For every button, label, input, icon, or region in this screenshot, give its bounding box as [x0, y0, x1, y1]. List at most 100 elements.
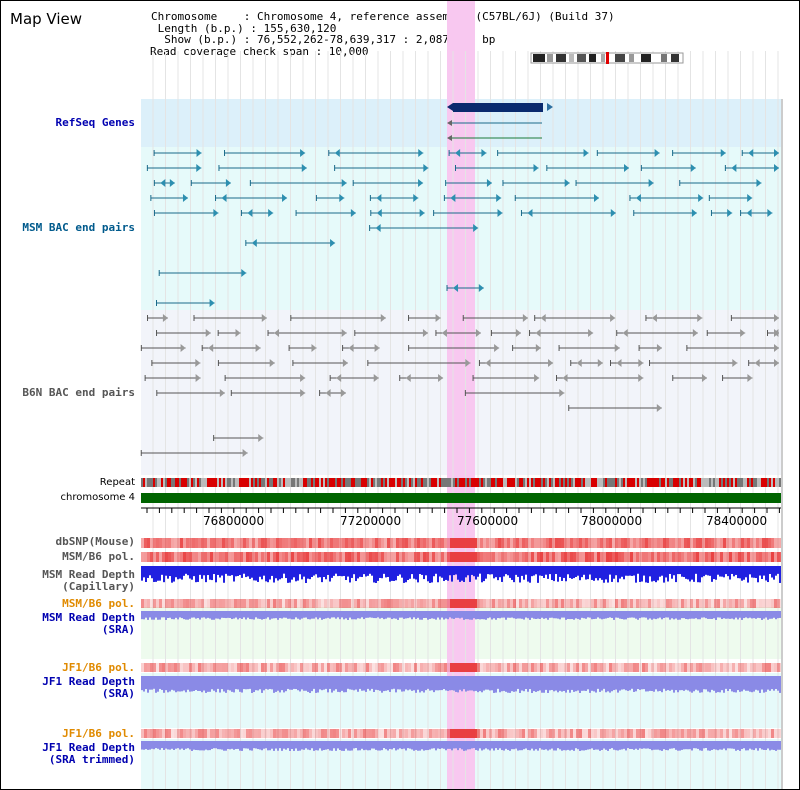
pol-heat-cell [195, 729, 198, 738]
pol-heat-cell [657, 552, 660, 562]
depth-bar [709, 566, 711, 576]
track-label-refseq[interactable]: RefSeq Genes [55, 116, 135, 129]
track-label-msm-read-depth-sra[interactable]: MSM Read Depth (SRA) [42, 611, 135, 636]
depth-bar [347, 611, 349, 620]
repeat-block [451, 478, 453, 487]
track-label-dbsnp[interactable]: dbSNP(Mouse) [55, 535, 135, 548]
pol-heat-cell [180, 599, 183, 608]
track-label-msm-b6-pol-sra[interactable]: MSM/B6 pol. [62, 597, 135, 610]
pol-heat-cell [462, 663, 465, 672]
repeat-block [187, 478, 189, 487]
track-label-jf1-b6-pol-trim[interactable]: JF1/B6 pol. [62, 727, 135, 740]
depth-bar [247, 741, 249, 749]
track-label-jf1-read-depth-sra[interactable]: JF1 Read Depth (SRA) [42, 675, 135, 700]
pol-heat-cell [468, 552, 471, 562]
track-label-msm-read-depth-cap[interactable]: MSM Read Depth (Capillary) [42, 568, 135, 593]
depth-bar [335, 566, 337, 574]
depth-bar [471, 741, 473, 749]
pol-heat-cell [534, 552, 537, 562]
depth-bar [351, 741, 353, 751]
track-label-b6n-bac[interactable]: B6N BAC end pairs [22, 386, 135, 399]
depth-bar [169, 566, 171, 577]
repeat-block [729, 478, 731, 487]
depth-bar [409, 676, 411, 690]
pol-heat-cell [663, 663, 666, 672]
repeat-block [193, 478, 195, 487]
pol-heat-cell [252, 599, 255, 608]
msm-bac-pair-end [182, 194, 188, 202]
depth-bar [221, 611, 223, 618]
depth-bar [421, 611, 423, 620]
pol-heat-cell [462, 599, 465, 608]
pol-heat-cell [174, 599, 177, 608]
dbsnp-heat-cell [492, 538, 495, 548]
depth-bar [567, 676, 569, 690]
pol-heat-cell [627, 663, 630, 672]
track-label-jf1-read-depth-trim[interactable]: JF1 Read Depth (SRA trimmed) [42, 741, 135, 766]
depth-bar [357, 676, 359, 692]
depth-bar [265, 611, 267, 619]
track-label-msm-bac[interactable]: MSM BAC end pairs [22, 221, 135, 234]
depth-bar [295, 741, 297, 749]
pol-heat-cell [594, 729, 597, 738]
depth-bar [599, 611, 601, 619]
dbsnp-heat-cell [237, 538, 240, 548]
b6n-bac-pair-end [405, 374, 411, 382]
dbsnp-heat-cell [762, 538, 765, 548]
pol-heat-cell [330, 599, 333, 608]
axis-tick-label: 76800000 [203, 514, 265, 528]
pol-heat-cell [588, 729, 591, 738]
pol-heat-cell [666, 729, 669, 738]
depth-bar [285, 676, 287, 692]
depth-bar [381, 741, 383, 751]
msm-bac-pair-end [698, 194, 704, 202]
pol-heat-cell [522, 729, 525, 738]
depth-bar [589, 741, 591, 750]
pol-heat-cell [696, 599, 699, 608]
pol-heat-cell [147, 663, 150, 672]
depth-bar [205, 676, 207, 693]
depth-bar [771, 676, 773, 690]
b6n-bac-pair-end [701, 374, 707, 382]
depth-bar [681, 741, 683, 750]
depth-bar [215, 676, 217, 693]
depth-bar [311, 676, 313, 692]
depth-bar [619, 741, 621, 750]
repeat-block [399, 478, 401, 487]
repeat-block [269, 478, 271, 487]
pol-heat-cell [378, 599, 381, 608]
track-label-jf1-b6-pol[interactable]: JF1/B6 pol. [62, 661, 135, 674]
track-label-msm-b6-pol[interactable]: MSM/B6 pol. [62, 550, 135, 563]
pol-heat-cell [321, 663, 324, 672]
repeat-block [741, 478, 743, 487]
depth-bar [741, 676, 743, 692]
depth-bar [523, 611, 525, 620]
repeat-block [217, 478, 219, 487]
pol-heat-cell [465, 663, 468, 672]
pol-heat-cell [492, 663, 495, 672]
depth-bar [227, 741, 229, 749]
depth-bar [191, 566, 193, 580]
pol-heat-cell [348, 552, 351, 562]
depth-bar [385, 741, 387, 750]
pol-heat-cell [471, 663, 474, 672]
repeat-block [737, 478, 739, 487]
pol-heat-cell [468, 729, 471, 738]
depth-bar [555, 676, 557, 691]
pol-heat-cell [168, 599, 171, 608]
pol-heat-cell [687, 663, 690, 672]
pol-heat-cell [630, 663, 633, 672]
depth-bar [143, 676, 145, 692]
depth-bar [695, 566, 697, 574]
depth-bar [397, 566, 399, 576]
pol-heat-cell [621, 663, 624, 672]
repeat-block [713, 478, 715, 487]
depth-bar [447, 741, 449, 749]
pol-heat-cell [417, 552, 420, 562]
pol-heat-cell [297, 552, 300, 562]
depth-bar [237, 566, 239, 576]
dbsnp-heat-cell [579, 538, 582, 548]
pol-heat-cell [702, 552, 705, 562]
pol-heat-cell [624, 663, 627, 672]
